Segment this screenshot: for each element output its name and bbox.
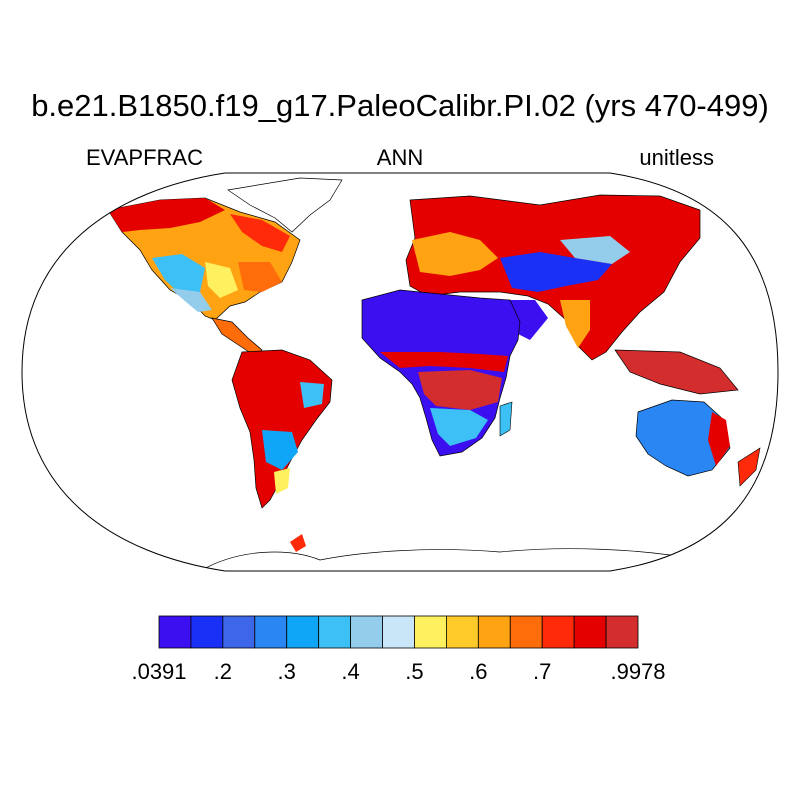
australia-region	[635, 399, 731, 477]
colorbar-label-2: .3	[278, 659, 296, 684]
australia-east-red	[708, 412, 730, 466]
colorbar-box-4	[286, 615, 320, 649]
colorbar-label-6: .7	[533, 659, 551, 684]
na-east-red	[238, 262, 282, 292]
colorbar-box-11	[509, 615, 543, 649]
colorbar-box-6	[350, 615, 383, 649]
na-northwest-red	[108, 198, 225, 232]
antarctic-peninsula	[290, 534, 306, 552]
land-field	[107, 177, 761, 571]
colorbar-label-7: .9978	[610, 659, 665, 684]
sa-south-yellow	[274, 468, 290, 494]
colorbar-label-0: .0391	[131, 659, 186, 684]
na-southwest-lightblue	[170, 288, 212, 312]
units-label: unitless	[639, 145, 714, 170]
plot-title: b.e21.B1850.f19_g17.PaleoCalibr.PI.02 (y…	[31, 88, 769, 123]
central-africa-red	[418, 370, 502, 410]
sa-east-blue	[300, 382, 324, 408]
colorbar-box-2	[222, 615, 256, 649]
southern-africa-blue	[430, 408, 488, 446]
colorbar-label-1: .2	[214, 659, 232, 684]
variable-label: EVAPFRAC	[86, 145, 203, 170]
colorbar-box-14	[605, 615, 639, 649]
central-asia-blue	[500, 252, 612, 292]
globe-outline	[21, 172, 779, 572]
new-zealand	[737, 447, 761, 487]
na-canada-red	[230, 214, 290, 252]
colorbar-label-5: .6	[469, 659, 487, 684]
central-asia-lightblue	[560, 236, 630, 264]
colorbar-box-5	[318, 615, 351, 649]
colorbar-box-9	[445, 615, 479, 649]
colorbar-box-0	[158, 615, 192, 649]
colorbar-label-4: .5	[405, 659, 423, 684]
season-label: ANN	[376, 145, 424, 170]
europe-orange	[412, 232, 498, 276]
southeast-asia-islands	[614, 349, 739, 395]
colorbar-box-8	[414, 615, 447, 649]
colorbar-box-3	[254, 615, 288, 649]
colorbar-box-1	[190, 615, 224, 649]
greenland	[227, 177, 343, 233]
madagascar	[499, 401, 513, 437]
na-plains-yellow	[205, 262, 238, 298]
colorbar-box-13	[573, 615, 607, 649]
antarctica-coastline	[199, 548, 701, 571]
sahel-red	[380, 352, 508, 372]
colorbar-box-12	[541, 615, 575, 649]
na-west-blue	[152, 254, 205, 296]
colorbar-box-7	[382, 615, 415, 649]
india-orange	[560, 300, 590, 348]
colorbar-box-10	[477, 615, 511, 649]
colorbar-label-3: .4	[341, 659, 359, 684]
sa-south-blue	[262, 430, 298, 470]
